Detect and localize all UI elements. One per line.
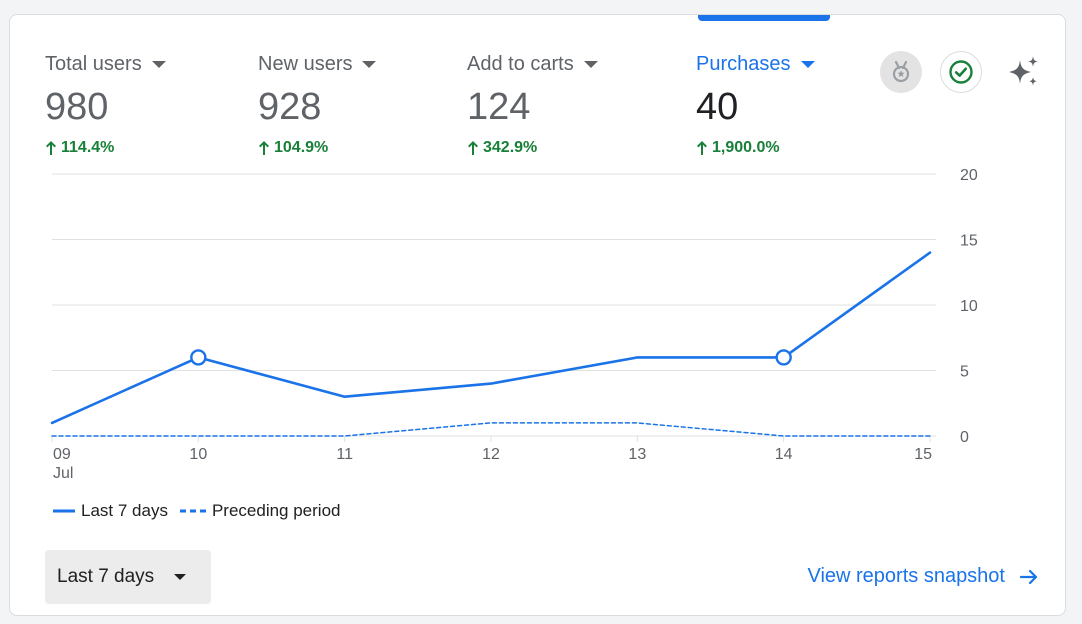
caret-down-icon	[362, 60, 377, 68]
legend-label: Preceding period	[211, 501, 341, 520]
metric-change-text: 114.4%	[61, 139, 115, 156]
x-tick-label: 10	[189, 446, 207, 463]
legend-item-preceding-period: Preceding period	[179, 501, 341, 521]
metric-label-text: Add to carts	[467, 52, 574, 75]
view-reports-snapshot-link[interactable]: View reports snapshot	[807, 565, 1039, 588]
series-line-preceding-period	[51, 422, 931, 437]
x-tick-sublabel: Jul	[53, 465, 73, 482]
metric-value: 928	[258, 86, 322, 128]
sparkle-icon	[1009, 56, 1038, 86]
x-axis: 09 10 11 12 13 14 15 Jul	[51, 436, 932, 482]
arrow-up-icon	[259, 141, 269, 155]
metric-change-text: 342.9%	[483, 139, 538, 156]
legend-dashed-line-icon	[179, 509, 206, 513]
medal-icon	[892, 60, 910, 83]
series-line-last-7-days	[50, 251, 932, 425]
caret-down-icon	[800, 60, 815, 68]
metric-label-text: New users	[258, 52, 353, 75]
view-reports-snapshot-label: View reports snapshot	[807, 565, 1005, 587]
legend-item-last-7-days: Last 7 days	[53, 501, 168, 521]
caret-down-icon	[151, 60, 166, 68]
insights-button[interactable]	[1003, 51, 1045, 93]
arrow-right-icon	[1019, 569, 1038, 584]
x-tick-label: 09	[53, 446, 71, 463]
caret-down-icon	[174, 574, 187, 580]
y-tick-label: 5	[960, 364, 969, 381]
metrics-card: Total users 980 114.4% New users 928 104…	[9, 14, 1066, 616]
x-tick-label: 12	[482, 446, 500, 463]
y-tick-label: 15	[960, 233, 978, 250]
metric-new-users[interactable]: New users 928 104.9%	[258, 51, 377, 157]
chart-legend: Last 7 days Preceding period	[53, 501, 352, 521]
data-point-marker[interactable]	[190, 349, 207, 366]
check-circle-icon	[949, 60, 973, 84]
metric-label: Total users	[45, 51, 166, 77]
metric-label: Purchases	[696, 51, 815, 77]
metric-label-text: Total users	[45, 52, 142, 75]
x-tick-label: 11	[336, 446, 353, 463]
x-tick-label: 14	[775, 446, 793, 463]
legend-solid-line-icon	[53, 509, 75, 513]
data-point-marker[interactable]	[775, 349, 792, 366]
chart-series	[50, 251, 932, 437]
y-tick-label: 20	[960, 167, 978, 184]
metric-label: New users	[258, 51, 377, 77]
metric-label-text: Purchases	[696, 52, 791, 75]
arrow-up-icon	[468, 141, 478, 155]
date-range-dropdown[interactable]: Last 7 days	[45, 550, 211, 604]
arrow-up-icon	[697, 141, 707, 155]
metric-value: 980	[45, 86, 109, 128]
caret-down-icon	[583, 60, 598, 68]
medal-button[interactable]	[880, 51, 922, 93]
line-chart: 0 5 10 15 20 09 10 11 12 13 14 15 Jul	[50, 167, 978, 482]
metric-change-text: 1,900.0%	[712, 139, 780, 156]
metric-label: Add to carts	[467, 51, 598, 77]
metric-change-text: 104.9%	[274, 139, 329, 156]
y-axis: 0 5 10 15 20	[960, 167, 978, 446]
x-tick-label: 13	[628, 446, 646, 463]
x-tick-label: 15	[914, 446, 932, 463]
check-status-button[interactable]	[940, 51, 982, 93]
metric-change: 104.9%	[258, 139, 376, 157]
y-tick-label: 0	[960, 429, 969, 446]
metric-total-users[interactable]: Total users 980 114.4%	[45, 51, 166, 157]
chart-gridlines	[52, 173, 936, 437]
active-tab-indicator	[698, 15, 830, 21]
metric-change: 114.4%	[45, 139, 166, 157]
y-tick-label: 10	[960, 298, 978, 315]
metric-value: 40	[696, 86, 739, 128]
metric-purchases[interactable]: Purchases 40 1,900.0%	[696, 51, 815, 157]
legend-label: Last 7 days	[81, 501, 168, 520]
metric-add-to-carts[interactable]: Add to carts 124 342.9%	[467, 51, 598, 157]
metric-change: 1,900.0%	[696, 139, 815, 157]
arrow-up-icon	[46, 141, 56, 155]
metric-change: 342.9%	[467, 139, 598, 157]
metric-value: 124	[467, 86, 531, 128]
date-range-label: Last 7 days	[57, 566, 155, 587]
